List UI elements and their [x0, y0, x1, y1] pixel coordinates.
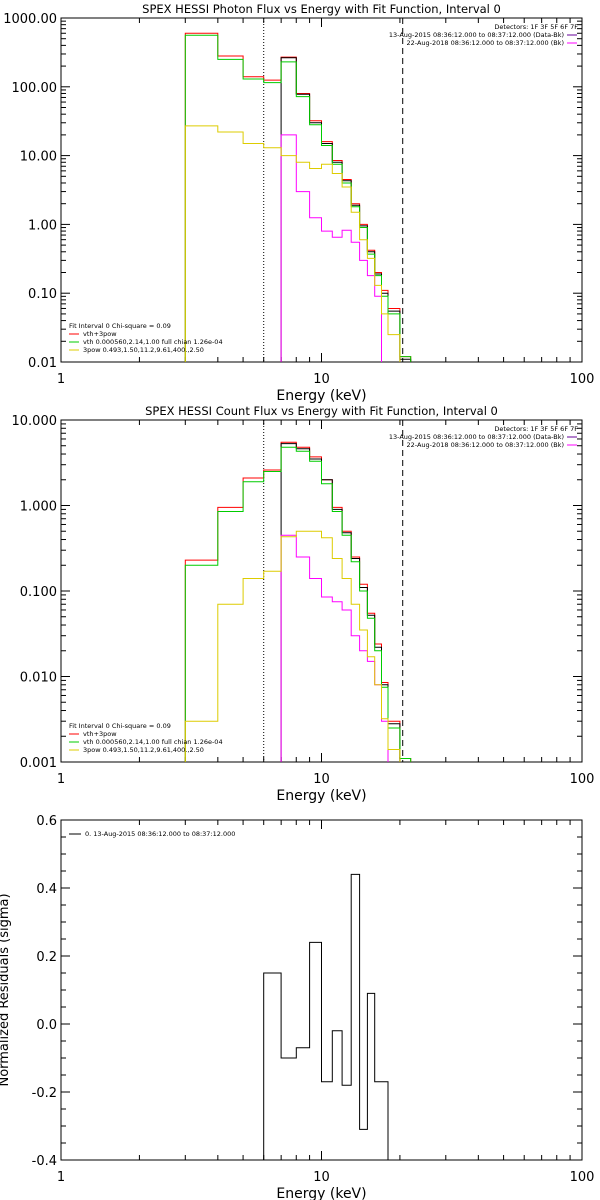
legend-entry: 3pow 0.493,1.50,11.2,9.61,400.,2.50 [83, 746, 204, 754]
y-tick-label: 0.2 [36, 950, 57, 965]
legend-entry: vth 0.000560,2.14,1.00 full chian 1.26e-… [83, 338, 223, 346]
plot-area [184, 420, 412, 762]
series-line [184, 125, 401, 362]
x-tick-label: 10 [313, 372, 330, 387]
x-tick-label: 100 [570, 772, 595, 787]
x-tick-label: 100 [570, 372, 595, 387]
legend-header: Fit Interval 0 Chi-square = 0.09 [69, 322, 171, 330]
x-axis-label: Energy (keV) [276, 788, 366, 804]
x-tick-label: 10 [313, 772, 330, 787]
x-tick-label: 1 [57, 372, 65, 387]
plot-area [263, 873, 389, 1160]
y-tick-label: 0.01 [28, 356, 57, 371]
x-axis-label: Energy (keV) [276, 1186, 366, 1200]
x-tick-label: 1 [57, 1170, 65, 1185]
y-tick-label: 10.00 [20, 150, 57, 165]
y-tick-label: 0.100 [20, 585, 57, 600]
series-line [263, 873, 389, 1160]
legend-entry: 22-Aug-2018 08:36:12.000 to 08:37:12.000… [407, 441, 564, 449]
chart-title: SPEX HESSI Count Flux vs Energy with Fit… [145, 404, 498, 418]
y-tick-label: 0.001 [20, 756, 57, 771]
series-line [184, 441, 412, 762]
legend-entry: vth+3pow [83, 730, 117, 738]
legend-header: Fit Interval 0 Chi-square = 0.09 [69, 722, 171, 730]
x-tick-label: 100 [570, 1170, 595, 1185]
x-tick-label: 10 [313, 1170, 330, 1185]
series-line [280, 57, 412, 362]
y-tick-label: 1.00 [28, 218, 57, 233]
y-tick-label: -0.2 [32, 1086, 57, 1101]
legend-entry: 0. 13-Aug-2015 08:36:12.000 to 08:37:12.… [85, 830, 235, 838]
series-line [184, 530, 401, 762]
y-tick-label: 0.6 [36, 814, 57, 829]
legend-header: Detectors: 1F 3F 5F 6F 7F [494, 425, 578, 433]
y-tick-label: 10.000 [12, 414, 58, 429]
legend-entry: vth 0.000560,2.14,1.00 full chian 1.26e-… [83, 738, 223, 746]
legend-header: Detectors: 1F 3F 5F 6F 7F [494, 23, 578, 31]
series-line [280, 534, 389, 762]
y-tick-label: 1.000 [20, 500, 57, 515]
y-tick-label: -0.4 [32, 1154, 57, 1169]
y-tick-label: 1000.00 [3, 12, 57, 27]
y-tick-label: 0.4 [36, 882, 57, 897]
legend-entry: 22-Aug-2018 08:36:12.000 to 08:37:12.000… [407, 39, 564, 47]
plot-area [184, 18, 412, 362]
y-tick-label: 0.0 [36, 1018, 57, 1033]
legend-entry: 13-Aug-2015 08:36:12.000 to 08:37:12.000… [389, 433, 564, 441]
y-axis-label: Normalized Residuals (sigma) [0, 893, 12, 1086]
series-line [184, 446, 412, 762]
chart-title: SPEX HESSI Photon Flux vs Energy with Fi… [142, 2, 501, 16]
y-tick-label: 100.00 [12, 81, 58, 96]
x-tick-label: 1 [57, 772, 65, 787]
plot-frame [60, 17, 583, 363]
y-tick-label: 0.10 [28, 287, 57, 302]
series-line [184, 32, 412, 362]
legend-entry: vth+3pow [83, 330, 117, 338]
series-line [280, 134, 382, 362]
y-tick-label: 0.010 [20, 671, 57, 686]
legend-entry: 3pow 0.493,1.50,11.2,9.61,400.,2.50 [83, 346, 204, 354]
series-line [184, 34, 412, 362]
series-line [280, 443, 401, 762]
x-axis-label: Energy (keV) [276, 388, 366, 404]
legend-entry: 13-Aug-2015 08:36:12.000 to 08:37:12.000… [389, 31, 564, 39]
